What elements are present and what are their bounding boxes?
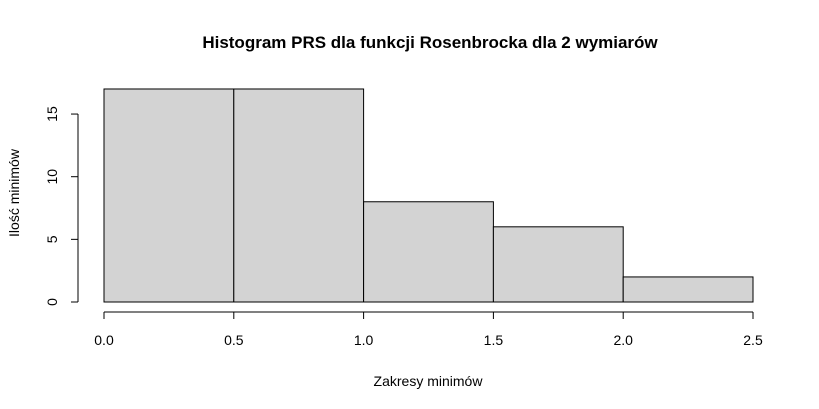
y-tick-label-2: 10	[44, 169, 60, 185]
x-tick-label-5: 2.5	[743, 332, 763, 348]
y-tick-label-0: 0	[44, 298, 60, 306]
x-axis-label: Zakresy minimów	[374, 373, 484, 389]
histogram-bar-1	[233, 88, 365, 303]
chart-title: Histogram PRS dla funkcji Rosenbrocka dl…	[202, 33, 658, 52]
histogram-bar-0	[103, 88, 235, 303]
histogram-bar-4	[622, 276, 754, 303]
y-axis-label: Ilość minimów	[6, 148, 22, 237]
histogram-bar-3	[492, 226, 624, 303]
x-tick-label-2: 1.0	[354, 332, 374, 348]
y-tick-label-3: 15	[44, 106, 60, 122]
x-tick-label-4: 2.0	[613, 332, 633, 348]
x-tick-label-3: 1.5	[484, 332, 504, 348]
bars-group	[103, 88, 754, 303]
x-tick-label-1: 0.5	[224, 332, 244, 348]
x-axis: 0.0 0.5 1.0 1.5 2.0 2.5	[94, 311, 763, 348]
y-axis: 0 5 10 15	[44, 106, 79, 306]
y-tick-label-1: 5	[44, 235, 60, 243]
x-tick-label-0: 0.0	[94, 332, 114, 348]
histogram-bar-2	[363, 201, 494, 303]
